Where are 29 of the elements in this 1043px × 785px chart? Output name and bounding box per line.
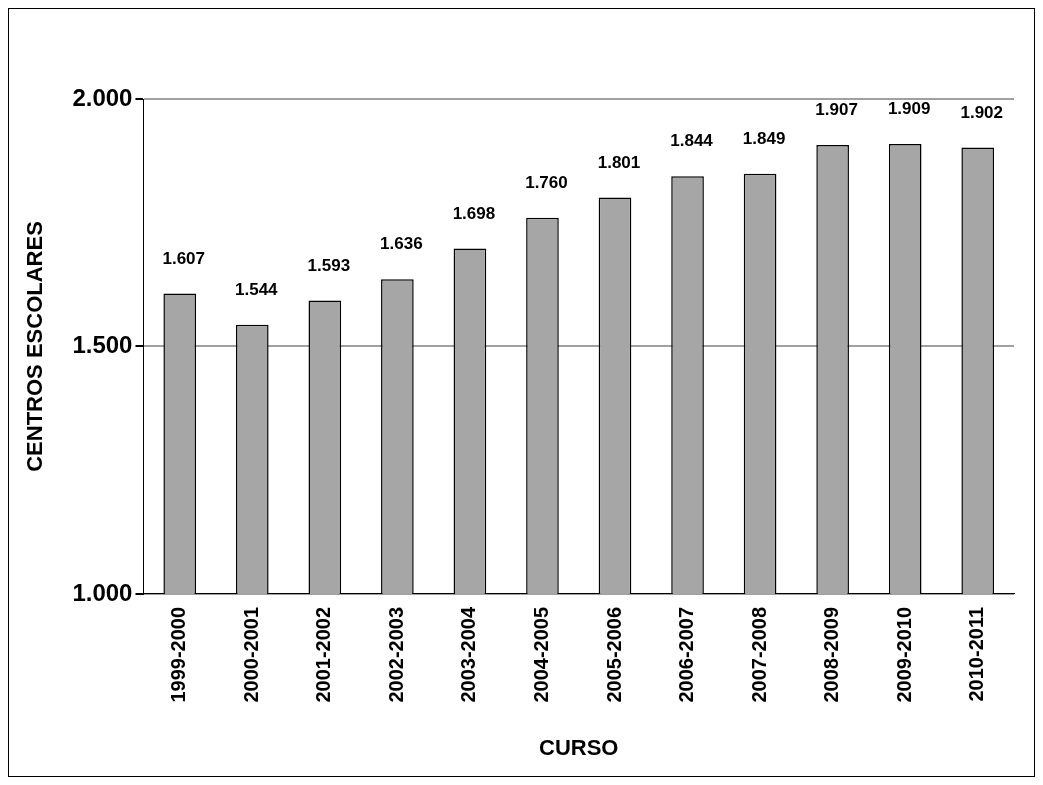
x-tick-label: 1999-2000 bbox=[167, 606, 190, 703]
x-axis-title: CURSO bbox=[539, 734, 619, 760]
data-label: 1.607 bbox=[162, 248, 205, 268]
x-tick-label: 2001-2002 bbox=[312, 606, 335, 703]
x-tick-label: 2006-2007 bbox=[675, 606, 698, 703]
data-label: 1.698 bbox=[452, 203, 496, 223]
x-tick-label: 2007-2008 bbox=[747, 606, 770, 703]
x-tick-label: 2003-2004 bbox=[457, 606, 480, 703]
data-label: 1.593 bbox=[307, 255, 351, 275]
x-tick-label: 2002-2003 bbox=[384, 606, 407, 703]
data-label: 1.636 bbox=[380, 234, 423, 254]
y-axis-title: CENTROS ESCOLARES bbox=[22, 221, 48, 472]
data-label: 1.801 bbox=[597, 152, 641, 172]
x-tick-label: 2010-2011 bbox=[965, 606, 988, 702]
y-tick-label: 1.500 bbox=[72, 331, 133, 359]
x-tick-label: 2000-2001 bbox=[239, 606, 262, 703]
data-label: 1.909 bbox=[887, 99, 931, 119]
y-tick-label: 1.000 bbox=[72, 578, 133, 606]
x-tick-label: 2005-2006 bbox=[602, 606, 625, 703]
data-label: 1.544 bbox=[235, 279, 279, 299]
x-tick-label: 2004-2005 bbox=[529, 606, 552, 703]
data-label: 1.902 bbox=[960, 102, 1003, 122]
data-label: 1.844 bbox=[670, 131, 714, 151]
data-label: 1.907 bbox=[815, 100, 858, 120]
x-tick-label: 2009-2010 bbox=[892, 606, 915, 703]
data-label: 1.849 bbox=[742, 128, 786, 148]
x-tick-label: 2008-2009 bbox=[820, 606, 843, 703]
data-label: 1.760 bbox=[525, 172, 568, 192]
y-tick-label: 2.000 bbox=[72, 83, 133, 111]
